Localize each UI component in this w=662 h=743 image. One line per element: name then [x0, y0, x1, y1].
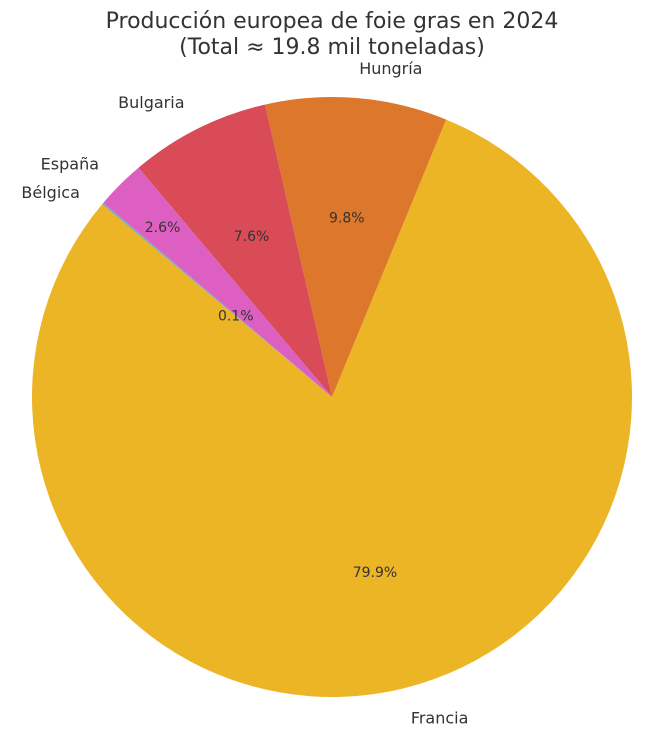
slice-label: Bulgaria — [118, 93, 184, 112]
slice-label: Bélgica — [21, 183, 79, 202]
slice-percent-label: 0.1% — [218, 309, 254, 325]
slice-percent-label: 9.8% — [329, 211, 365, 227]
pie-slice-2 — [138, 104, 332, 397]
pie-slice-0 — [31, 119, 632, 698]
pie-slice-3 — [103, 167, 332, 397]
slice-label: España — [41, 154, 99, 173]
chart-subtitle: (Total ≈ 19.8 mil toneladas) — [179, 35, 485, 60]
pie-slice-1 — [264, 97, 447, 398]
slice-percent-label: 79.9% — [353, 565, 397, 581]
chart-title: Producción europea de foie gras en 2024 — [106, 9, 559, 34]
slice-label: Francia — [411, 708, 469, 727]
pie-slice-4 — [102, 202, 332, 397]
slice-percent-label: 7.6% — [234, 229, 270, 245]
slice-percent-label: 2.6% — [145, 220, 181, 236]
slice-label: Hungría — [359, 59, 422, 78]
